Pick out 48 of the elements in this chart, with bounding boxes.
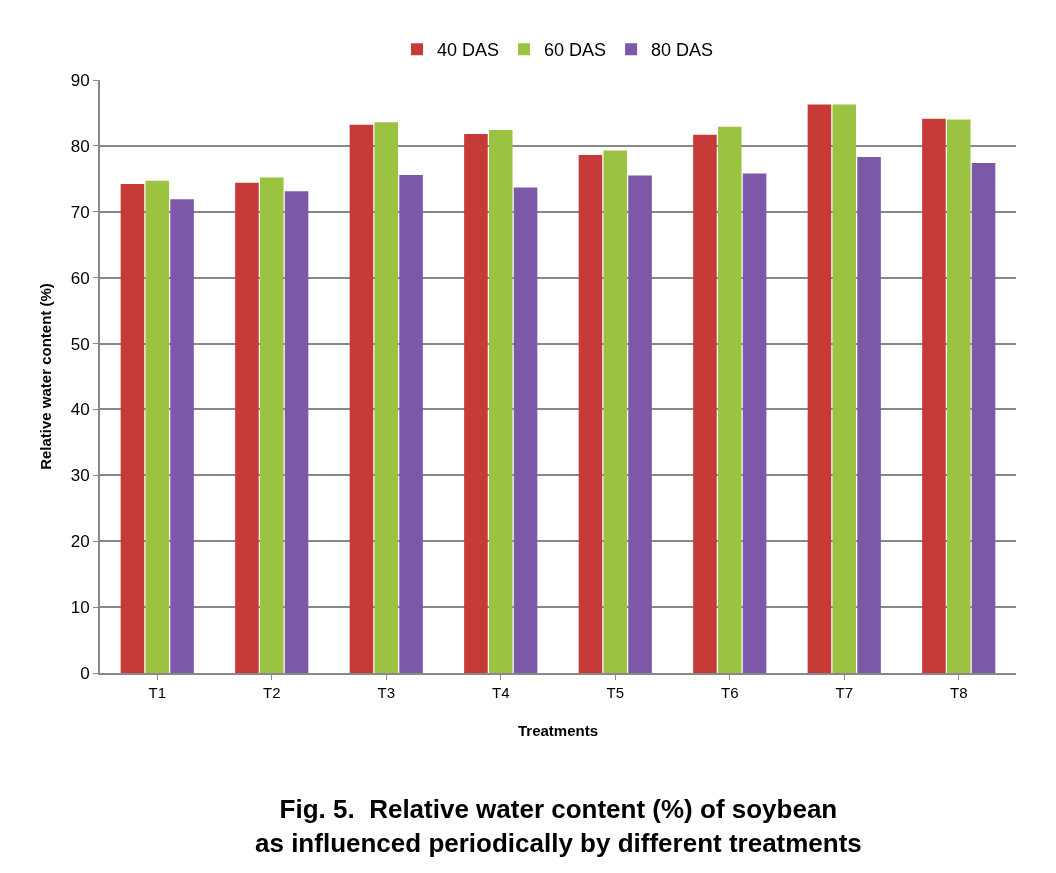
bar <box>603 150 628 673</box>
y-tick-label: 20 <box>70 532 90 552</box>
legend-label: 60 DAS <box>544 40 607 61</box>
bar <box>284 191 309 673</box>
y-tick-label: 40 <box>70 400 90 420</box>
x-tick-label: T5 <box>606 684 625 701</box>
y-tick-label: 50 <box>70 334 90 354</box>
y-tick-label: 0 <box>80 663 90 683</box>
bar <box>349 124 374 673</box>
x-tick-label: T4 <box>491 684 510 701</box>
y-tick-label: 30 <box>70 466 90 486</box>
x-tick-label: T2 <box>262 684 281 701</box>
x-tick-label: T8 <box>949 684 968 701</box>
x-tick-label: T6 <box>720 684 739 701</box>
y-tick-label: 10 <box>70 598 90 618</box>
bar <box>145 180 170 673</box>
bar <box>464 134 488 673</box>
bar <box>120 184 145 673</box>
y-axis-title: Relative water content (%) <box>37 283 55 470</box>
bar <box>235 182 259 673</box>
y-tick-label: 60 <box>70 268 90 288</box>
y-tick-label: 80 <box>70 136 90 156</box>
bar <box>807 104 832 673</box>
bar <box>922 118 946 673</box>
x-tick-label: T3 <box>377 684 396 701</box>
y-tick-label: 70 <box>70 202 90 222</box>
bar <box>628 175 652 673</box>
bar <box>374 122 399 673</box>
legend-label: 40 DAS <box>437 40 500 61</box>
bar <box>578 155 603 673</box>
bar <box>693 134 717 673</box>
bar <box>259 177 284 673</box>
bar <box>513 187 538 673</box>
x-tick-label: T7 <box>835 684 854 701</box>
y-tick-label: 90 <box>70 70 90 90</box>
bar <box>399 174 423 673</box>
bar <box>717 126 742 673</box>
x-axis-title: Treatments <box>517 721 599 739</box>
bar <box>742 173 767 673</box>
text: Fig. 5. Relative water content (%) of soybean as influenced periodically by different treatments <box>255 794 862 858</box>
bar <box>170 199 194 673</box>
bar <box>488 130 513 673</box>
bar <box>857 157 881 673</box>
bar <box>832 104 857 673</box>
x-tick-label: T1 <box>148 684 167 701</box>
bar <box>946 119 971 673</box>
bar <box>971 163 996 673</box>
legend-label: 80 DAS <box>651 40 714 61</box>
